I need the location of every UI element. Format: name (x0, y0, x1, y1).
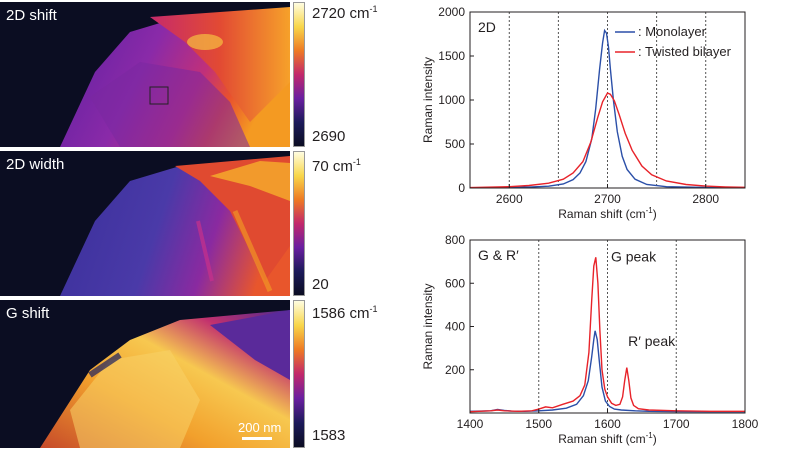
colorbar-g-shift (293, 300, 305, 448)
y-tick-label: 400 (445, 320, 465, 334)
series-line-twisted-bilayer (469, 257, 745, 413)
colorbar-max-label: 1586 cm-1 (312, 304, 378, 322)
map-2d-shift-image (0, 2, 290, 147)
scale-bar-label: 200 nm (238, 420, 282, 435)
colorbar-min-label: 2690 (312, 128, 346, 145)
colorbar-max-label: 2720 cm-1 (312, 4, 378, 22)
spectrum-2d-chart: 2600 2700 2800 0 500 1000 1500 2000 Raman shift … (421, 5, 746, 221)
y-tick-label: 500 (445, 137, 465, 151)
y-tick-label: 200 (445, 363, 465, 377)
x-axis-label: Raman shift (cm-1) (558, 431, 656, 446)
panel-label: G & R′ (478, 247, 519, 263)
map-2d-width-image (0, 151, 290, 296)
x-tick-label: 1500 (525, 417, 552, 431)
colorbar-min-label: 20 (312, 276, 329, 293)
panel-label: 2D (478, 19, 496, 35)
colorbar-max-label: 70 cm-1 (312, 157, 361, 175)
x-tick-label: 2700 (594, 192, 621, 206)
spectrum-g-chart: 1400 1500 1600 1700 1800 200 400 600 800 Raman sh… (421, 233, 759, 446)
map-g-shift: G shift 200 nm (0, 300, 290, 448)
map-label: G shift (6, 305, 50, 322)
y-tick-label: 2000 (438, 5, 465, 19)
x-tick-label: 2600 (496, 192, 523, 206)
map-2d-shift: 2D shift (0, 2, 290, 147)
map-2d-width: 2D width (0, 151, 290, 296)
series-line-monolayer (469, 330, 745, 413)
scale-bar (242, 437, 272, 440)
legend-entry: : Twisted bilayer (638, 44, 732, 59)
colorbar-2d-width (293, 151, 305, 296)
series-line-twisted-bilayer (469, 92, 746, 189)
series-line-monolayer (469, 28, 746, 189)
legend-entry: : Monolayer (638, 24, 707, 39)
annotation-r-peak: R′ peak (628, 333, 676, 349)
x-tick-label: 1400 (457, 417, 484, 431)
x-tick-label: 1700 (663, 417, 690, 431)
map-label: 2D width (6, 156, 65, 173)
y-tick-label: 0 (458, 181, 465, 195)
x-tick-label: 1800 (732, 417, 759, 431)
y-axis-label: Raman intensity (421, 57, 435, 143)
colorbar-min-label: 1583 (312, 427, 346, 444)
map-g-shift-image (0, 300, 290, 448)
x-tick-label: 2800 (692, 192, 719, 206)
y-tick-label: 600 (445, 276, 465, 290)
annotation-g-peak: G peak (611, 248, 657, 264)
y-tick-label: 1500 (438, 49, 465, 63)
colorbar-2d-shift (293, 2, 305, 147)
y-axis-label: Raman intensity (421, 283, 435, 369)
y-tick-label: 800 (445, 233, 465, 247)
map-label: 2D shift (6, 7, 57, 24)
x-tick-label: 1600 (594, 417, 621, 431)
x-axis-label: Raman shift (cm-1) (558, 206, 656, 221)
y-tick-label: 1000 (438, 93, 465, 107)
